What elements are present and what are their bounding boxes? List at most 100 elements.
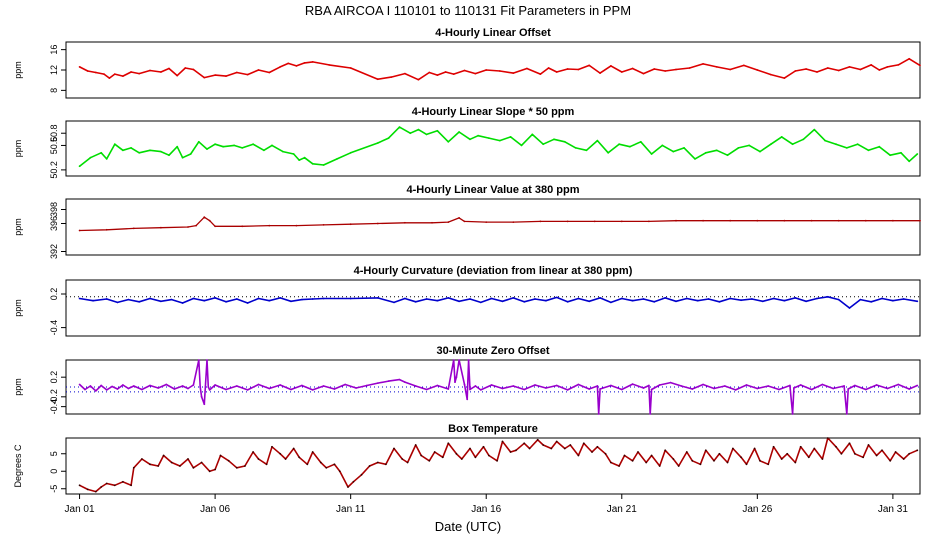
data-point (908, 452, 911, 455)
y-tick-label: 392 (49, 244, 59, 259)
data-point (463, 69, 466, 72)
data-point (854, 384, 856, 387)
data-point (791, 413, 794, 415)
data-point (401, 458, 404, 460)
data-point (279, 452, 282, 455)
data-point (870, 300, 873, 303)
data-point (793, 387, 795, 389)
data-point (729, 219, 732, 222)
data-point (610, 301, 612, 304)
data-point (837, 219, 840, 222)
data-point (458, 217, 460, 219)
data-point (531, 133, 534, 136)
data-point (187, 226, 189, 228)
y-tick-label: 0.2 (49, 288, 59, 301)
data-point (653, 68, 656, 70)
data-point (225, 75, 227, 77)
data-point (501, 440, 504, 443)
data-point (227, 459, 230, 462)
data-point (845, 147, 848, 149)
data-point (195, 224, 198, 227)
data-point (92, 299, 94, 302)
data-point (569, 444, 572, 446)
data-point (919, 64, 921, 67)
data-point (203, 403, 206, 406)
data-point (149, 384, 151, 387)
data-point (512, 221, 515, 224)
data-point (244, 465, 246, 467)
data-point (658, 384, 661, 386)
data-point (867, 444, 870, 446)
data-point (271, 445, 273, 448)
data-point (756, 69, 759, 71)
data-point (604, 452, 607, 455)
data-point (588, 300, 591, 303)
data-point (222, 145, 225, 148)
data-point (794, 297, 797, 299)
data-point (886, 66, 889, 68)
data-point (414, 300, 417, 303)
data-point (246, 73, 249, 76)
data-point (279, 297, 282, 299)
data-point (908, 160, 911, 163)
data-point (138, 151, 141, 154)
data-point (108, 77, 111, 79)
data-point (130, 484, 133, 487)
data-point (187, 458, 189, 460)
data-point (192, 68, 195, 71)
data-point (393, 447, 395, 450)
data-point (111, 385, 113, 388)
data-point (859, 298, 862, 301)
data-point (498, 139, 501, 142)
data-point (349, 67, 352, 69)
data-point (669, 381, 672, 384)
data-point (113, 73, 116, 75)
data-point (707, 298, 710, 300)
data-point (160, 300, 162, 303)
data-point (664, 449, 667, 452)
data-point (642, 72, 645, 75)
data-point (680, 385, 683, 387)
data-point (685, 297, 688, 300)
data-point (173, 388, 176, 390)
data-point (94, 71, 97, 74)
data-point (870, 64, 873, 66)
data-point (555, 440, 558, 443)
data-point (184, 67, 187, 69)
data-point (729, 297, 732, 300)
data-point (132, 385, 135, 387)
data-point (252, 143, 255, 146)
data-point (349, 297, 352, 300)
data-point (306, 463, 309, 466)
panel-frame (65, 279, 921, 337)
data-point (826, 437, 829, 439)
data-point (875, 454, 878, 457)
data-point (826, 67, 829, 69)
data-point (805, 300, 807, 303)
data-point (349, 151, 352, 154)
data-point (734, 389, 737, 391)
data-point (715, 66, 718, 68)
data-point (802, 138, 805, 141)
data-point (409, 132, 412, 135)
data-point (455, 376, 458, 379)
data-point (799, 445, 802, 448)
y-axis-label: Degrees C (13, 444, 23, 488)
data-point (474, 385, 477, 387)
data-point (338, 470, 341, 473)
data-point (157, 465, 160, 467)
data-point (593, 220, 596, 223)
data-point (597, 413, 600, 415)
data-point (452, 359, 455, 361)
data-point (292, 447, 295, 450)
data-point (745, 463, 748, 466)
data-point (452, 73, 455, 75)
data-point (311, 389, 314, 391)
data-point (672, 458, 675, 460)
y-axis-label: ppm (13, 61, 23, 79)
data-point (252, 451, 255, 453)
data-point (770, 73, 772, 76)
data-point (176, 74, 179, 77)
data-point (566, 389, 569, 391)
data-point (268, 224, 271, 227)
